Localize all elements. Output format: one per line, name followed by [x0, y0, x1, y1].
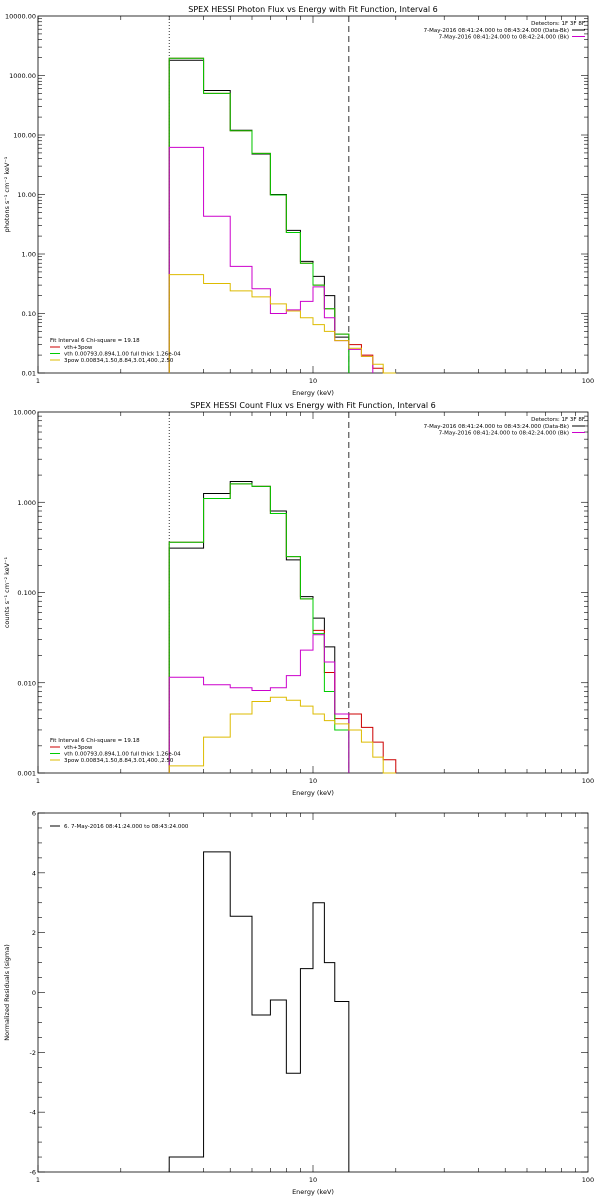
x-tick-label: 1 [36, 377, 40, 385]
x-tick-label: 10 [309, 777, 317, 785]
x-tick-label: 10 [309, 377, 317, 385]
legend-header: Detectors: 1F 3F 8F [531, 417, 585, 423]
series-line-4 [168, 146, 374, 373]
legend-entry-text: 3pow 0.00834,1.50,8.84,3.01,400.,2.50 [64, 758, 174, 764]
y-tick-label: 10.00 [17, 191, 36, 199]
legend-bottom: Fit Interval 6 Chi-square = 19.18vth+3po… [50, 738, 181, 764]
chart-panel-2: SPEX HESSI Count Flux vs Energy with Fit… [3, 401, 594, 797]
y-tick-label: 0.010 [17, 679, 36, 687]
legend-bottom: Fit Interval 6 Chi-square = 19.18vth+3po… [50, 338, 181, 364]
y-axis-label: counts s⁻¹ cm⁻² keV⁻¹ [3, 556, 11, 628]
legend-entry-text: 7-May-2016 08:41:24.000 to 08:43:24.000 … [424, 424, 569, 430]
x-axis-label: Energy (keV) [292, 389, 334, 397]
legend-header: Fit Interval 6 Chi-square = 19.18 [50, 338, 140, 344]
legend-entry-text: vth 0.00793,0.894,1.00 full thick 1.26e-… [64, 352, 181, 358]
legend-entry-text: vth 0.00793,0.894,1.00 full thick 1.26e-… [64, 752, 181, 758]
x-tick-label: 100 [582, 777, 594, 785]
series-line-1 [168, 851, 350, 1172]
legend-entry-text: 6. 7-May-2016 08:41:24.000 to 08:43:24.0… [64, 824, 189, 830]
y-tick-label: 4 [32, 869, 36, 877]
x-tick-label: 1 [36, 1176, 40, 1184]
y-tick-label: 6 [32, 810, 36, 818]
chart-panel-3: Energy (keV) Normalized Residuals (sigma)… [3, 810, 594, 1197]
x-tick-label: 100 [582, 1176, 594, 1184]
series-line-3 [168, 57, 350, 373]
x-axis-label: Energy (keV) [292, 1188, 334, 1196]
legend-header: Detectors: 1F 3F 8F [531, 21, 585, 27]
y-tick-label: 1.000 [17, 499, 36, 507]
x-axis-label: Energy (keV) [292, 789, 334, 797]
legend-entry-text: 7-May-2016 08:41:24.000 to 08:42:24.000 … [439, 35, 569, 41]
y-tick-label: 0.100 [17, 589, 36, 597]
y-axis-label: Normalized Residuals (sigma) [3, 944, 11, 1041]
chart-title: SPEX HESSI Photon Flux vs Energy with Fi… [188, 5, 438, 14]
legend-top: Detectors: 1F 3F 8F7-May-2016 08:41:24.0… [424, 21, 585, 41]
y-tick-label: 100.00 [13, 132, 36, 140]
legend-entry-text: vth+3pow [64, 745, 93, 751]
legend-top: 6. 7-May-2016 08:41:24.000 to 08:43:24.0… [50, 824, 189, 830]
y-tick-label: -6 [30, 1169, 36, 1177]
legend-top: Detectors: 1F 3F 8F7-May-2016 08:41:24.0… [424, 417, 585, 437]
y-tick-label: 2 [32, 929, 36, 937]
y-tick-label: 1000.00 [9, 72, 36, 80]
y-tick-label: -4 [30, 1109, 36, 1117]
series-line-2 [168, 57, 384, 373]
x-tick-label: 1 [36, 777, 40, 785]
y-tick-label: 1.00 [22, 251, 36, 259]
plot-frame [37, 411, 589, 774]
chart-panel-1: SPEX HESSI Photon Flux vs Energy with Fi… [3, 5, 594, 397]
x-tick-label: 10 [309, 1176, 317, 1184]
y-tick-label: 0.001 [17, 770, 36, 778]
series-line-4 [168, 634, 350, 773]
y-tick-label: 0.01 [22, 370, 36, 378]
chart-title: SPEX HESSI Count Flux vs Energy with Fit… [190, 401, 435, 410]
plot-frame [37, 812, 589, 1173]
series-line-1 [168, 59, 350, 373]
series-line-5 [168, 274, 396, 374]
legend-entry-text: vth+3pow [64, 345, 93, 351]
legend-entry-text: 7-May-2016 08:41:24.000 to 08:43:24.000 … [424, 28, 569, 34]
series-line-5 [168, 696, 396, 774]
series-line-1 [168, 480, 350, 773]
series-line-3 [168, 483, 350, 773]
legend-header: Fit Interval 6 Chi-square = 19.18 [50, 738, 140, 744]
y-tick-label: -2 [30, 1049, 36, 1057]
y-tick-label: 0.10 [22, 310, 36, 318]
x-tick-label: 100 [582, 377, 594, 385]
y-tick-label: 0 [32, 989, 36, 997]
legend-entry-text: 3pow 0.00834,1.50,8.84,3.01,400.,2.50 [64, 358, 174, 364]
legend-entry-text: 7-May-2016 08:41:24.000 to 08:42:24.000 … [439, 431, 569, 437]
y-tick-label: 10.000 [13, 409, 36, 417]
y-axis-label: photons s⁻¹ cm⁻² keV⁻¹ [3, 156, 11, 232]
y-tick-label: 10000.00 [5, 13, 36, 21]
